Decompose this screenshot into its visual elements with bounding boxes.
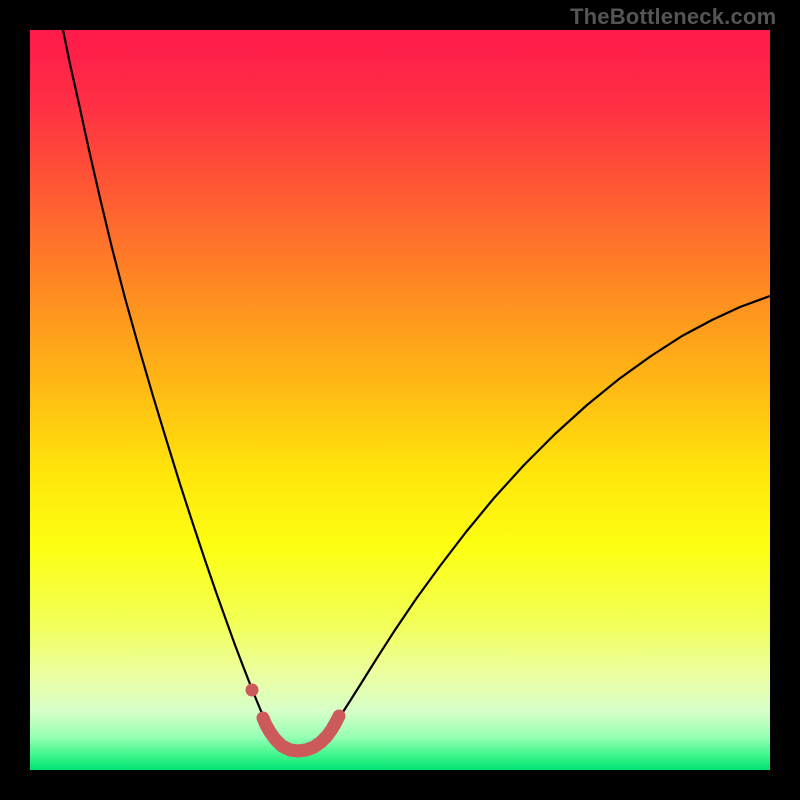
- plot-area: [30, 30, 770, 770]
- gradient-background: [30, 30, 770, 770]
- marker-dot: [246, 684, 259, 697]
- watermark-text: TheBottleneck.com: [570, 4, 776, 30]
- plot-svg: [30, 30, 770, 770]
